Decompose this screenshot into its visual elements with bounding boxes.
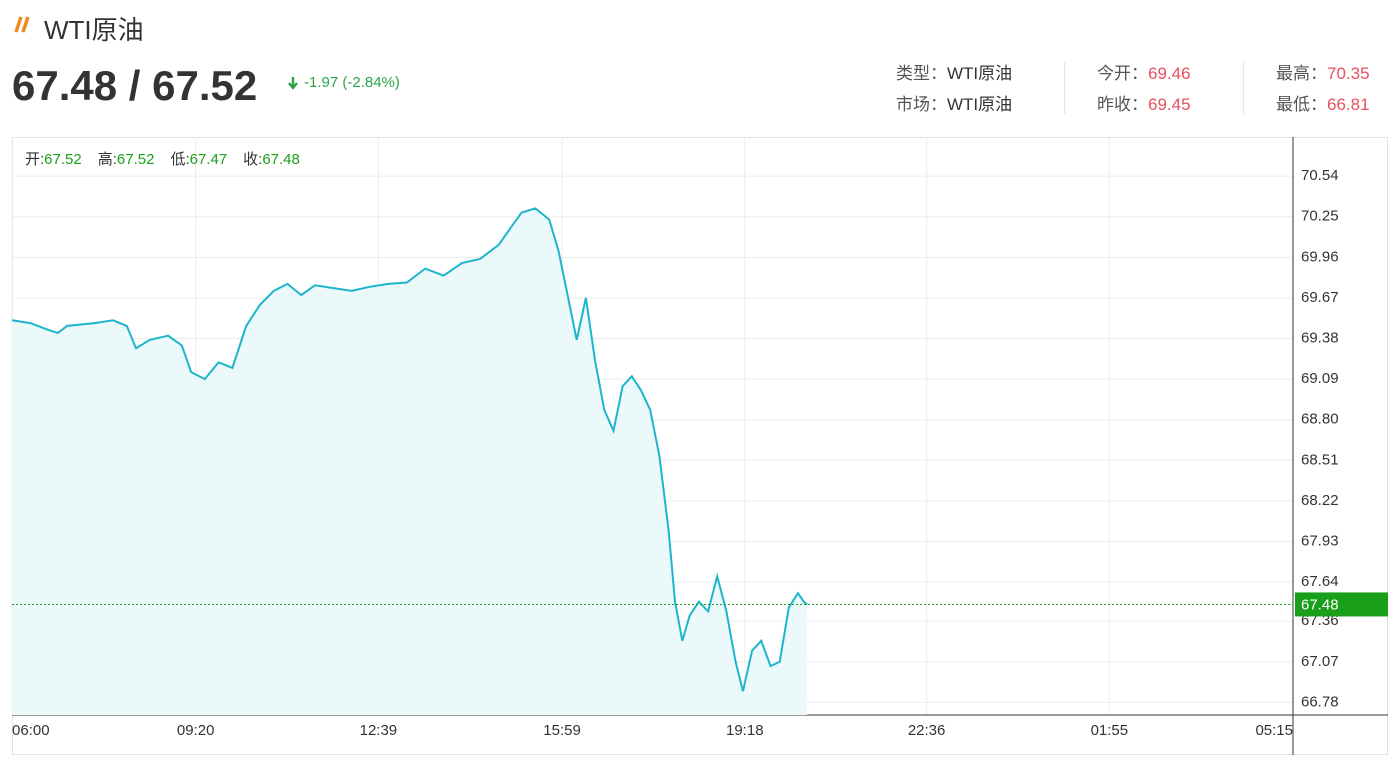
info-label: 市场：: [896, 95, 947, 114]
last-price-label: 67.48: [1301, 596, 1339, 613]
x-tick-label: 09:20: [177, 722, 215, 739]
y-tick-label: 68.51: [1301, 451, 1339, 468]
price-line: [11, 207, 808, 692]
info-col: 今开：69.46 昨收：69.45: [1097, 62, 1191, 124]
info-label: 类型：: [896, 64, 947, 83]
info-label: 最高：: [1276, 64, 1327, 83]
info-value: 70.35: [1327, 64, 1370, 83]
y-tick-label: 66.78: [1301, 693, 1339, 710]
area: [12, 208, 808, 715]
x-tick-label: 06:00: [12, 722, 50, 739]
y-tick-label: 69.09: [1301, 370, 1339, 387]
ohlc-label: 收:: [243, 151, 262, 168]
y-tick-label: 70.25: [1301, 208, 1339, 225]
ohlc-value: 67.48: [262, 151, 300, 168]
info-value: WTI原油: [947, 95, 1013, 114]
x-tick-label: 12:39: [360, 722, 398, 739]
info-col: 最高：70.35 最低：66.81: [1276, 62, 1370, 124]
info-col: 类型：WTI原油 市场：WTI原油: [896, 62, 1012, 124]
x-tick-label: 01:55: [1091, 722, 1129, 739]
ohlc-value: 67.52: [44, 151, 82, 168]
y-tick-label: 68.80: [1301, 411, 1339, 428]
x-tick-label: 15:59: [543, 722, 581, 739]
info-value: 69.45: [1148, 95, 1191, 114]
change: -1.97 (-2.84%): [304, 74, 400, 91]
logo-icon: [14, 16, 30, 33]
x-tick-label: 22:36: [908, 722, 946, 739]
x-tick-label: 19:18: [726, 722, 764, 739]
ohlc-value: 67.47: [190, 151, 228, 168]
info-label: 昨收：: [1097, 95, 1148, 114]
info-value: WTI原油: [947, 64, 1013, 83]
y-tick-label: 69.67: [1301, 289, 1339, 306]
last-price-box: [1295, 592, 1388, 617]
info-label: 今开：: [1097, 64, 1148, 83]
down-arrow: [288, 77, 298, 90]
ohlc-label: 高:: [98, 151, 117, 168]
title: WTI原油: [44, 15, 144, 45]
y-tick-label: 67.36: [1301, 612, 1339, 629]
y-tick-label: 69.38: [1301, 329, 1339, 346]
y-tick-label: 70.54: [1301, 167, 1339, 184]
info-value: 69.46: [1148, 64, 1191, 83]
y-tick-label: 68.22: [1301, 492, 1339, 509]
info-label: 最低：: [1276, 95, 1327, 114]
x-tick-label: 05:15: [1255, 722, 1293, 739]
ohlc-label: 开:: [25, 151, 44, 168]
separator: [1243, 62, 1244, 114]
separator: [1064, 62, 1065, 114]
info-value: 66.81: [1327, 95, 1370, 114]
y-tick-label: 67.93: [1301, 532, 1339, 549]
y-tick-label: 67.64: [1301, 573, 1339, 590]
ohlc-label: 低:: [170, 151, 189, 168]
ohlc-value: 67.52: [117, 151, 155, 168]
y-tick-label: 67.07: [1301, 653, 1339, 670]
price: 67.48 / 67.52: [12, 62, 258, 109]
y-tick-label: 69.96: [1301, 248, 1339, 265]
